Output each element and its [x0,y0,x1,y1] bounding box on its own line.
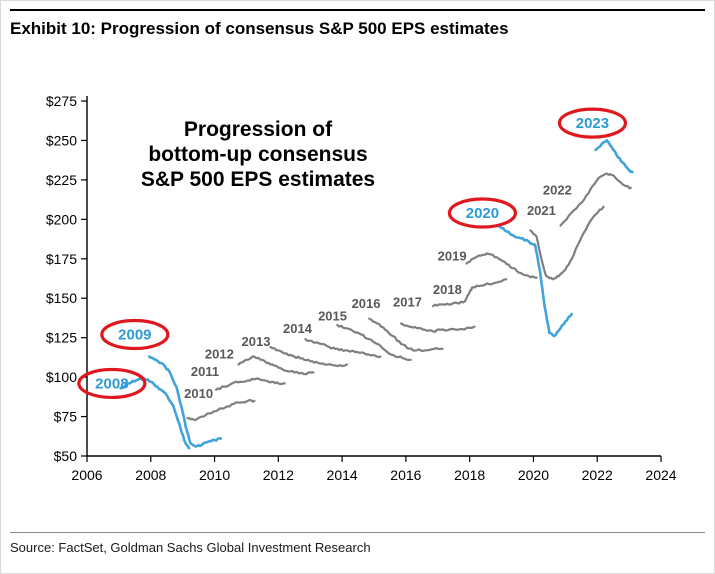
exhibit-title: Exhibit 10: Progression of consensus S&P… [10,19,509,38]
series-2020-line [497,224,573,338]
highlight-ellipse-2020 [447,197,518,229]
series-2010-line [186,398,256,421]
series-2013-line [269,346,348,368]
y-tick-label: $150 [46,290,77,306]
x-axis-ticks: 2006 2008 2010 2012 2014 2016 2018 2020 2022 2024 [71,456,677,483]
chart-annotation: Progression of bottom-up consensus S&P 5… [118,117,398,192]
x-tick-label: 2014 [327,467,358,483]
series-2015-line [336,323,412,361]
series-2014-line [304,338,382,359]
year-label-2022: 2022 [543,182,572,197]
year-label-2019: 2019 [438,249,467,264]
y-tick-label: $250 [46,132,77,148]
x-tick-label: 2022 [582,467,613,483]
x-tick-label: 2008 [135,467,166,483]
annotation-line-1: Progression of [183,118,333,141]
year-label-2009: 2009 [118,327,151,344]
y-tick-label: $50 [54,448,78,464]
series-2016-line [368,317,444,353]
y-tick-label: $125 [46,330,77,346]
highlight-ellipse-2023 [557,107,628,139]
series-2012-line [237,355,315,376]
x-tick-label: 2010 [199,467,230,483]
y-tick-label: $75 [54,409,78,425]
series-lines [119,139,634,450]
top-divider [10,9,705,11]
source-note: Source: FactSet, Goldman Sachs Global In… [10,540,371,555]
year-label-2014: 2014 [283,321,313,336]
year-label-2017: 2017 [393,294,422,309]
x-tick-label: 2016 [390,467,421,483]
x-tick-label: 2024 [645,467,676,483]
year-label-2011: 2011 [191,364,219,379]
series-2018-line [431,278,508,308]
x-tick-label: 2020 [518,467,549,483]
x-tick-label: 2012 [263,467,294,483]
year-label-2015: 2015 [318,309,347,324]
series-2008-line [119,377,191,450]
year-label-2010: 2010 [184,386,213,401]
y-tick-label: $225 [46,172,77,188]
series-2019-line [465,252,538,279]
y-tick-label: $175 [46,251,77,267]
year-label-2013: 2013 [242,334,271,349]
annotation-line-3: S&P 500 EPS estimates [140,168,376,191]
annotation-line-2: bottom-up consensus [148,143,368,166]
year-label-2023: 2023 [576,115,609,132]
series-2021-line [529,205,605,281]
x-tick-label: 2006 [71,467,102,483]
year-label-2021: 2021 [527,203,556,218]
highlight-ellipse-2008 [77,367,147,400]
series-2011-line [215,377,286,391]
year-label-2018: 2018 [433,282,462,297]
y-axis-ticks: $50 $75 $100 $125 $150 $175 $200 $225 $250 $275 [46,93,87,464]
highlight-ellipse-2009 [100,318,170,351]
y-tick-label: $275 [46,93,77,109]
series-2009-line [147,355,223,448]
y-tick-label: $100 [46,369,77,385]
year-label-2008: 2008 [95,375,128,392]
y-tick-label: $200 [46,211,77,227]
x-tick-label: 2018 [454,467,485,483]
series-2017-line [400,322,476,333]
year-label-2016: 2016 [352,296,381,311]
series-2023-line [594,139,634,174]
year-label-2012: 2012 [205,346,234,361]
bottom-divider [10,532,705,533]
eps-chart: $50$75$100$125$150$175$200$225$250$27520… [46,93,677,483]
series-2022-line [559,172,632,227]
year-label-2020: 2020 [466,205,499,222]
series-labels: 2008 2009 2010 2011 2012 2013 2014 2015 2016 2017… [77,107,628,401]
